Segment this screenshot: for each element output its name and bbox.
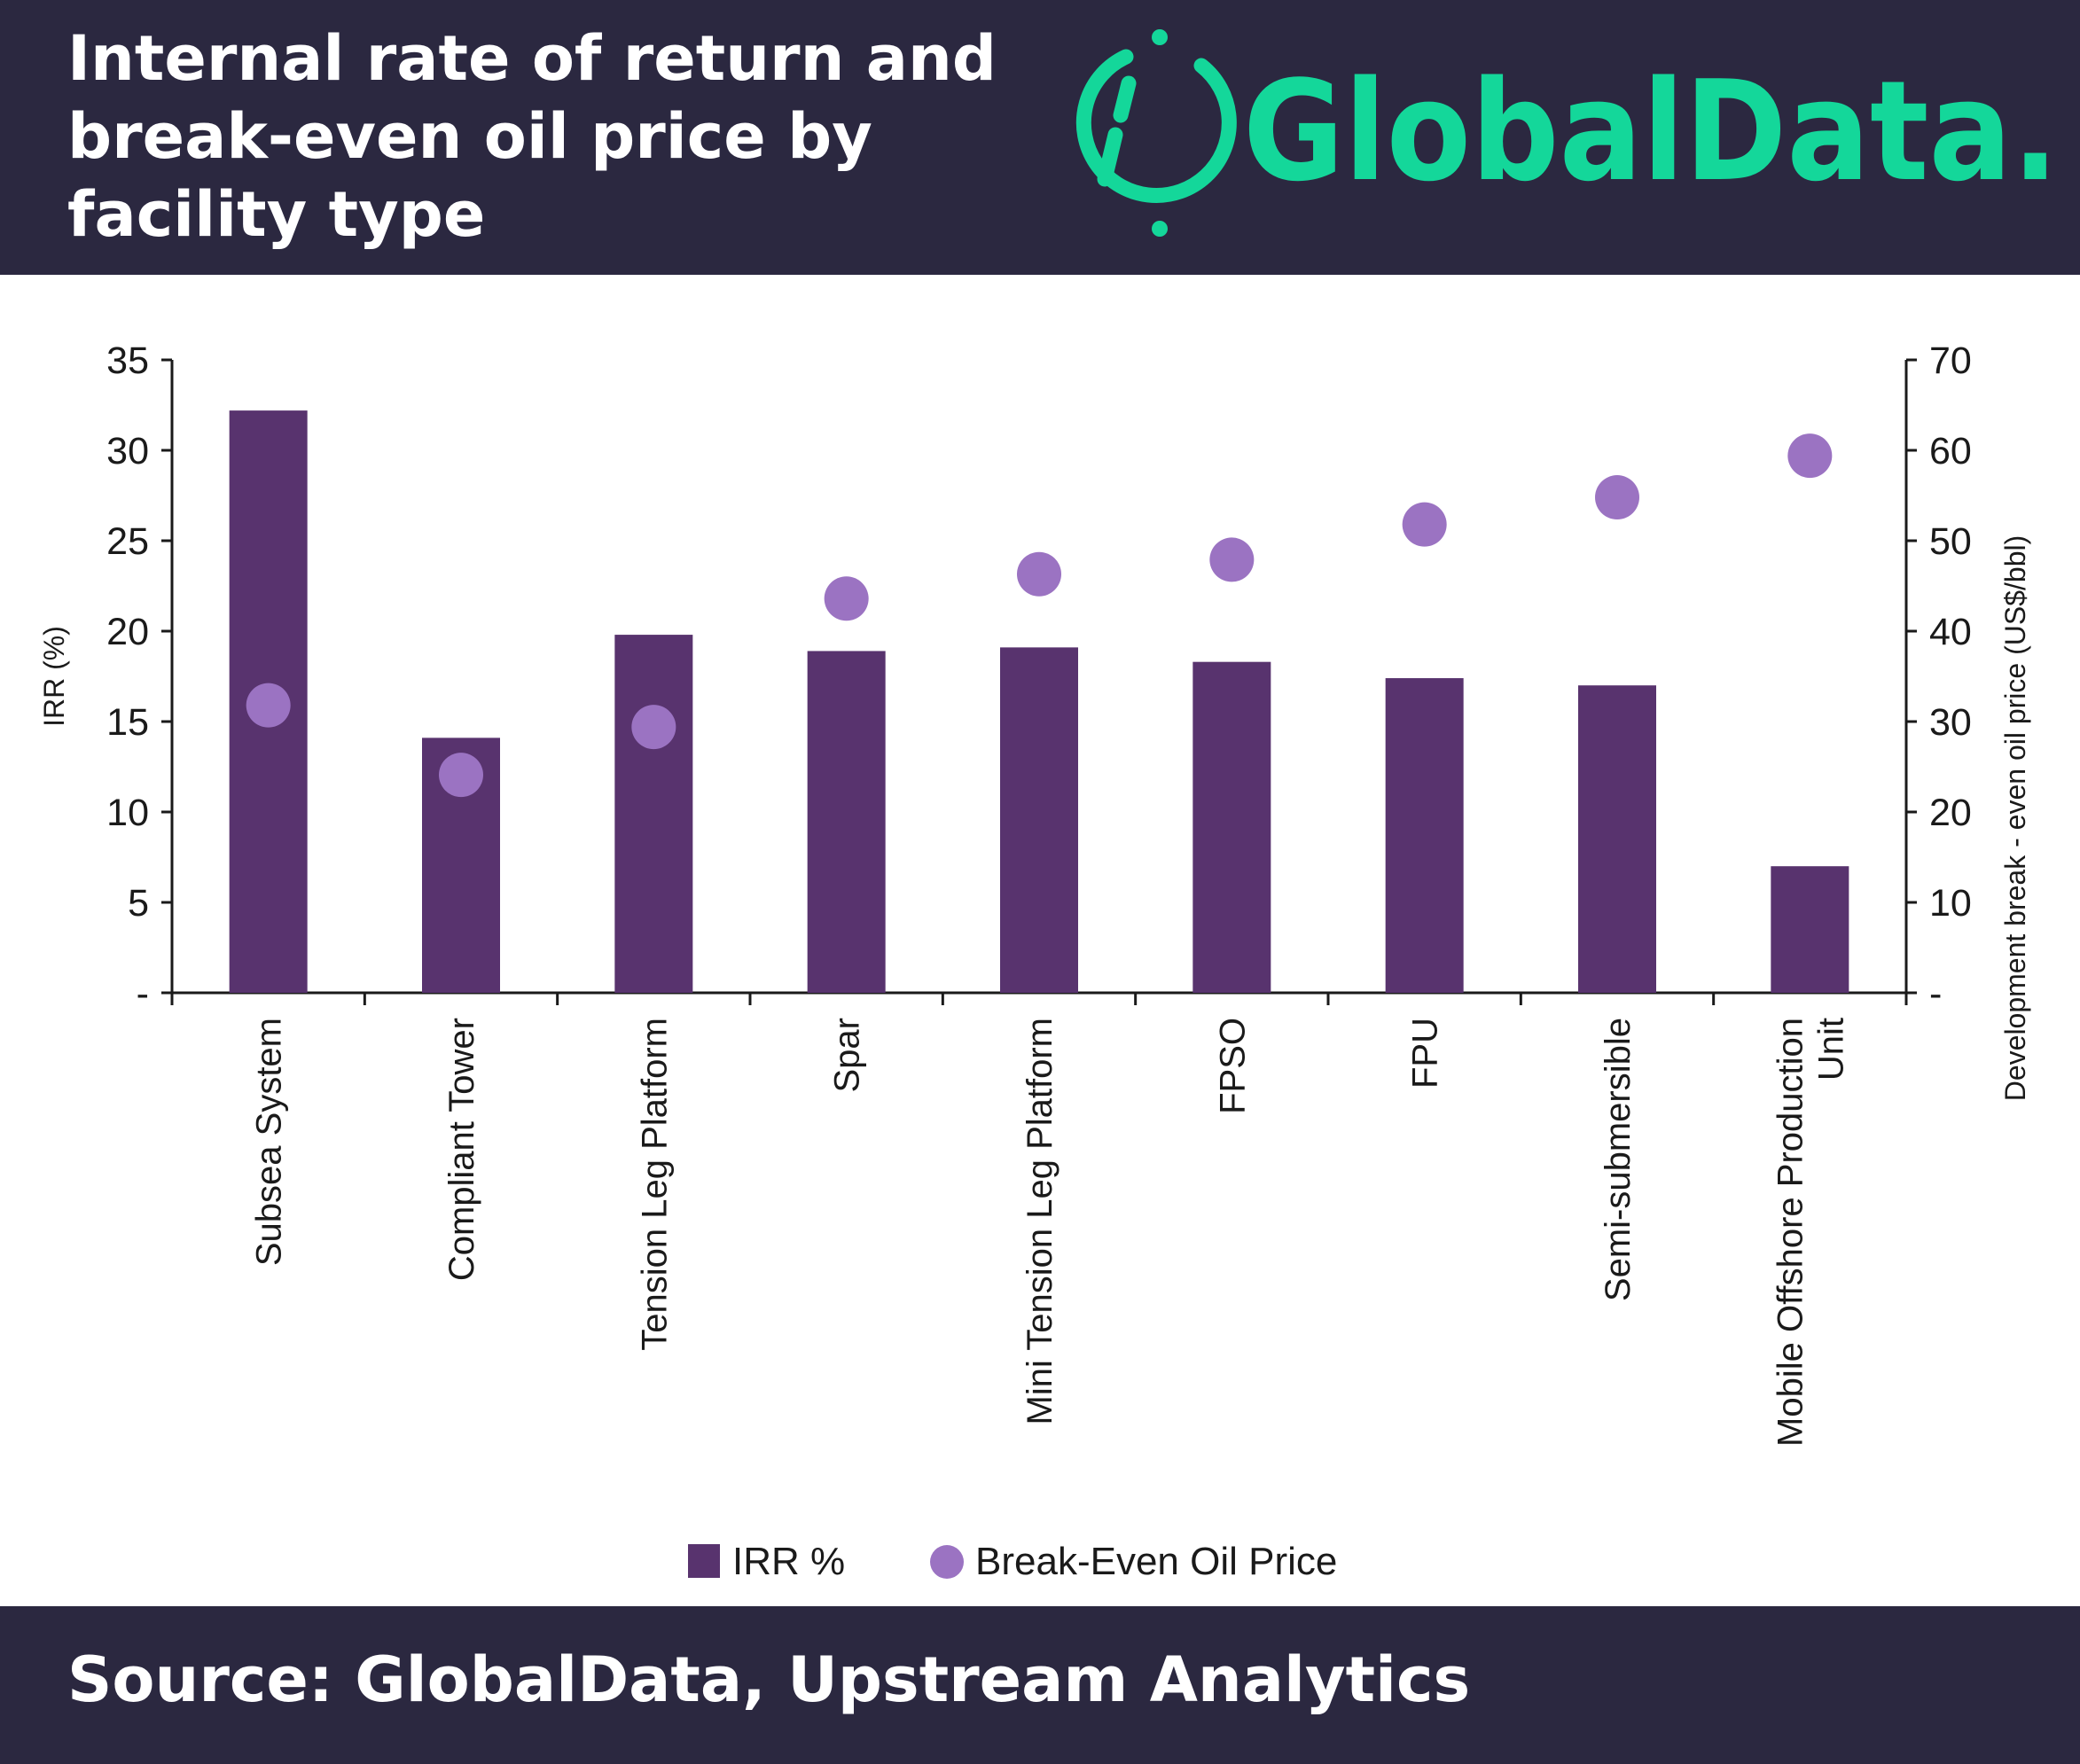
globaldata-logo-mark (1075, 29, 1237, 237)
bar-irr (1192, 661, 1271, 993)
category-label: FPU (1406, 1018, 1445, 1089)
category-label: Tension Leg Platform (635, 1018, 674, 1351)
category-label: Unit (1811, 1018, 1850, 1081)
right-axis-title-text: Development break - even oil price (US$/… (1999, 535, 2031, 1102)
point-break-even (631, 705, 676, 750)
point-break-even (439, 753, 483, 798)
right-tick-label: 40 (1929, 611, 1972, 653)
points (246, 433, 1833, 798)
category-label: Compliant Tower (442, 1018, 481, 1281)
left-axis-title-text: IRR (%) (38, 626, 70, 727)
bar-irr (1771, 866, 1849, 993)
legend-swatch-irr (688, 1544, 720, 1578)
category-label: Mini Tension Leg Platform (1020, 1018, 1060, 1425)
point-break-even (1787, 433, 1833, 479)
right-tick-label: 60 (1929, 430, 1972, 472)
right-tick-label: 30 (1929, 701, 1972, 744)
right-tick-label: 50 (1929, 520, 1972, 563)
point-break-even (1017, 551, 1061, 597)
globaldata-wordmark: GlobalData. (1243, 51, 2059, 212)
left-tick-label: 15 (106, 701, 149, 744)
right-axis-title: Development break - even oil price (US$/… (1999, 535, 2031, 1102)
legend-label-irr: IRR % (732, 1540, 845, 1583)
point-break-even (824, 576, 869, 621)
source-note: Source: GlobalData, Upstream Analytics (67, 1643, 1471, 1716)
title-line-2: break-even oil price by (67, 100, 872, 173)
left-tick-label: - (137, 972, 149, 1015)
globaldata-logo: GlobalData. (1075, 29, 2059, 237)
bar-irr (1000, 647, 1078, 993)
bars (229, 410, 1849, 993)
right-tick-label: - (1929, 972, 1942, 1015)
chart: IRR (%) Development break - even oil pri… (38, 340, 2031, 1583)
bar-irr (614, 635, 693, 993)
left-axis-title: IRR (%) (38, 626, 70, 727)
legend: IRR % Break-Even Oil Price (688, 1540, 1337, 1583)
page-title: Internal rate of return and break-even o… (67, 20, 1025, 254)
point-break-even (1209, 537, 1255, 582)
left-tick-label: 20 (106, 611, 149, 653)
bar-irr (1578, 685, 1656, 993)
left-tick-label: 35 (106, 340, 149, 382)
left-tick-label: 30 (106, 430, 149, 472)
point-break-even (246, 683, 291, 728)
category-label: FPSO (1213, 1018, 1252, 1114)
title-line-1: Internal rate of return and (67, 22, 997, 95)
left-tick-label: 10 (106, 792, 149, 834)
point-break-even (1595, 475, 1639, 520)
bar-irr (807, 651, 886, 993)
category-labels: Subsea System Compliant Tower Tension Leg … (250, 1018, 1851, 1447)
title-line-3: facility type (67, 178, 486, 251)
category-label: Subsea System (250, 1018, 289, 1266)
header-banner (0, 0, 2080, 275)
legend-label-break-even: Break-Even Oil Price (975, 1540, 1337, 1583)
right-tick-label: 70 (1929, 340, 1972, 382)
legend-swatch-break-even (930, 1545, 964, 1579)
category-label: Spar (828, 1018, 867, 1093)
left-tick-label: 5 (128, 882, 149, 925)
right-tick-label: 20 (1929, 792, 1972, 834)
footer-banner (0, 1606, 2080, 1764)
right-tick-label: 10 (1929, 882, 1972, 925)
point-break-even (1402, 502, 1447, 547)
left-tick-label: 25 (106, 520, 149, 563)
bar-irr (1385, 678, 1464, 993)
category-label: Mobile Offshore Production (1771, 1018, 1810, 1447)
category-label: Semi-submersible (1599, 1018, 1638, 1301)
